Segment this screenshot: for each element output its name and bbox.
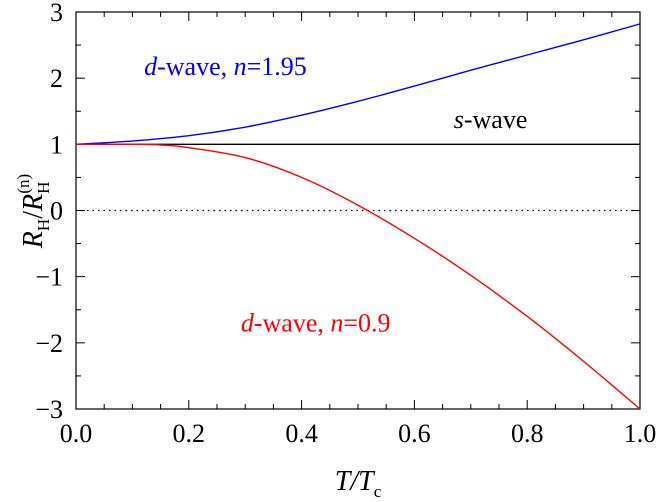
x-tick-label: 1.0 [624, 419, 657, 448]
y-label-slash: / [18, 211, 49, 219]
series-lines [75, 23, 641, 410]
annotation-d-wave-195: d-wave, n=1.95 [144, 52, 307, 81]
series-line-d-wave-n-0-9 [75, 143, 641, 410]
annotation-text: -wave [464, 105, 528, 134]
y-label-r2-sup: (n) [14, 174, 33, 194]
x-tick-label: 0.2 [173, 419, 206, 448]
x-axis-label: T/Tc [335, 466, 382, 501]
x-tick-label: 0.6 [398, 419, 431, 448]
annotation-italic: d [241, 309, 255, 338]
x-tick-label: 0.0 [60, 419, 93, 448]
y-tick-label: 1 [50, 130, 63, 159]
series-line-d-wave-n-1-95 [75, 23, 641, 146]
y-tick-label: −2 [35, 329, 63, 358]
x-tick-label: 0.8 [511, 419, 544, 448]
x-axis-label-main: T/T [335, 466, 376, 497]
annotation-d-wave-09: d-wave, n=0.9 [241, 309, 391, 338]
y-label-r1: R [18, 231, 49, 249]
annotation-italic: d [144, 52, 158, 81]
y-tick-label: 2 [50, 64, 63, 93]
y-label-r1-sub: H [34, 219, 53, 231]
annotation-var: n [234, 52, 247, 81]
y-tick-label: −1 [35, 263, 63, 292]
annotation-s-wave: s-wave [454, 105, 528, 134]
y-tick-label: −3 [35, 395, 63, 424]
y-tick-label: 3 [50, 0, 63, 27]
y-label-r2-sub: H [34, 182, 53, 194]
annotation-value: =1.95 [247, 52, 307, 81]
x-tick-label: 0.4 [285, 419, 318, 448]
y-label-r2: R [18, 194, 49, 212]
y-axis-label: RH/RH(n) [14, 174, 53, 249]
annotation-var: n [330, 309, 343, 338]
tick-labels: 0.0 0.2 0.4 0.6 0.8 1.0 −3 −2 −1 0 1 2 3 [35, 0, 656, 448]
annotation-italic: s [454, 105, 464, 134]
x-axis-label-sub: c [374, 482, 382, 501]
y-tick-label: 0 [50, 197, 63, 226]
annotation-text: -wave, [157, 52, 234, 81]
annotation-value: =0.9 [343, 309, 390, 338]
annotation-text: -wave, [254, 309, 331, 338]
